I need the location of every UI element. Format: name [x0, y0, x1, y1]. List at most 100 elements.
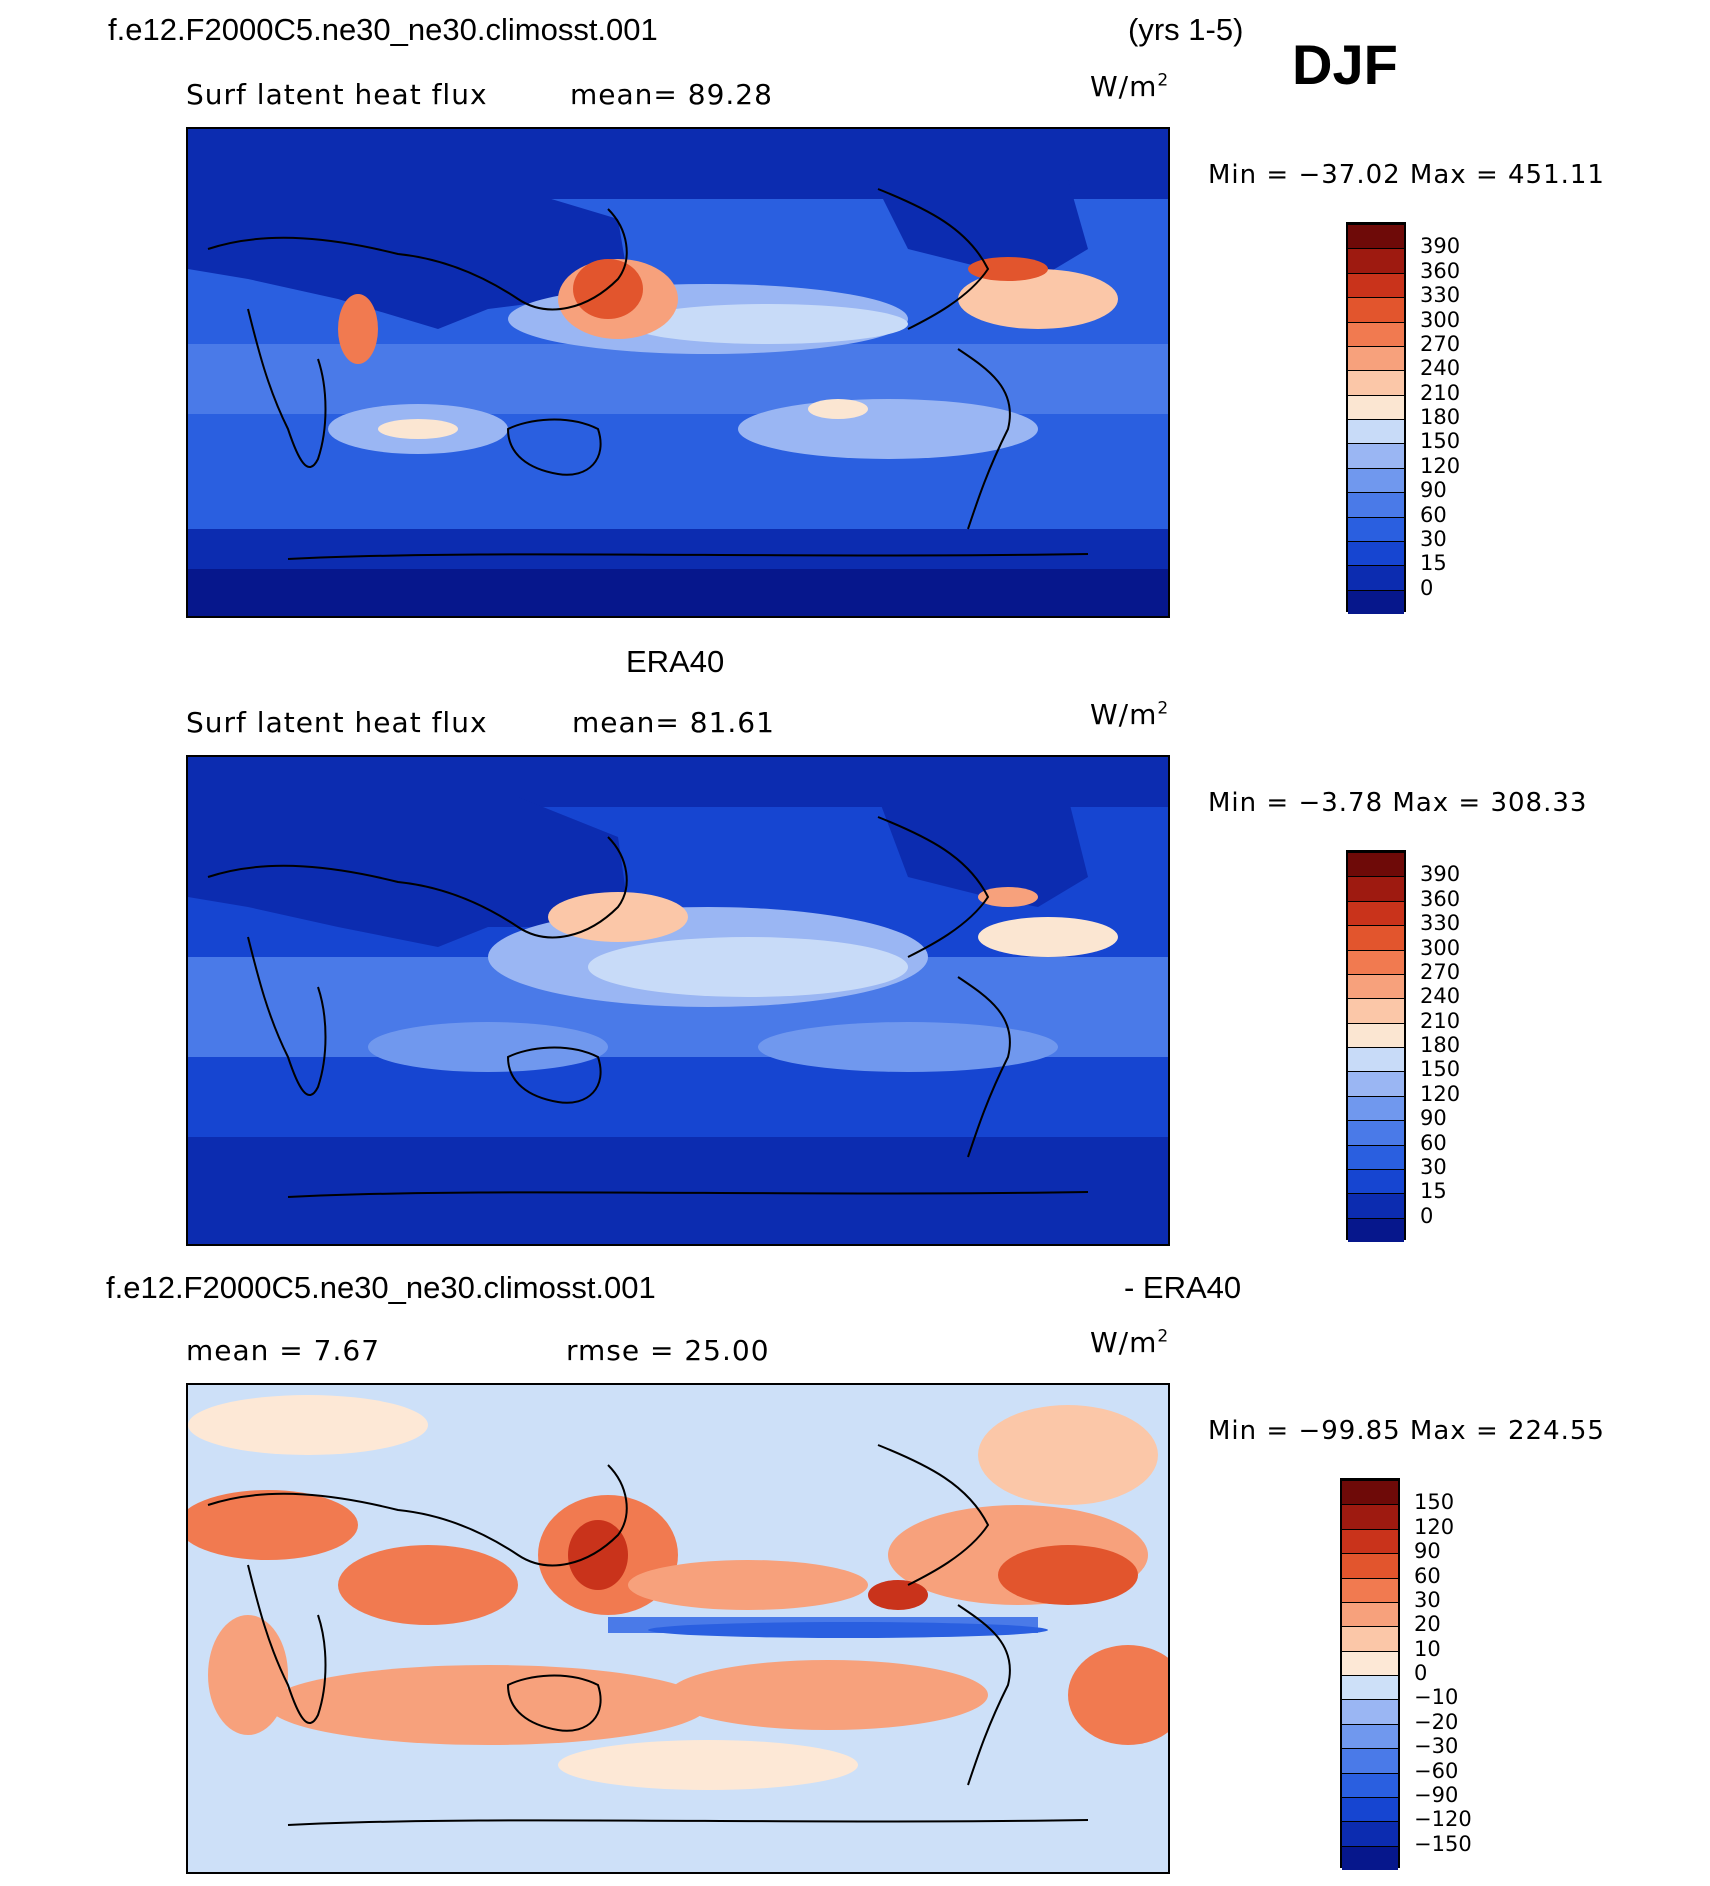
colorbar-box: [1342, 1821, 1398, 1846]
colorbar-tick-label: 20: [1414, 1612, 1441, 1637]
colorbar-box: [1348, 589, 1404, 614]
colorbar-box: [1348, 1193, 1404, 1218]
panel-model-colorbar: [1346, 222, 1406, 614]
colorbar-box: [1348, 949, 1404, 974]
colorbar-box: [1348, 297, 1404, 322]
panel-diff-map: [186, 1383, 1170, 1874]
colorbar-tick-label: 120: [1414, 1514, 1455, 1539]
panel-obs-title: ERA40: [626, 644, 725, 679]
colorbar-tick-label: −30: [1414, 1734, 1459, 1759]
colorbar-tick-label: −10: [1414, 1685, 1459, 1710]
colorbar-box: [1342, 1553, 1398, 1578]
panel-diff-colorbar: [1340, 1478, 1400, 1870]
colorbar-box: [1348, 492, 1404, 517]
colorbar-box: [1348, 1144, 1404, 1169]
colorbar-box: [1342, 1650, 1398, 1675]
panel-diff-title-left: f.e12.F2000C5.ne30_ne30.climosst.001: [106, 1270, 656, 1305]
colorbar-tick-label: 90: [1414, 1539, 1441, 1564]
colorbar-box: [1348, 345, 1404, 371]
season-label: DJF: [1292, 33, 1398, 96]
colorbar-box: [1342, 1845, 1398, 1870]
colorbar-tick-label: 390: [1420, 234, 1461, 259]
colorbar-box: [1348, 565, 1404, 590]
colorbar-box: [1342, 1748, 1398, 1773]
panel-model-minmax: Min = −37.02 Max = 451.11: [1208, 160, 1605, 190]
colorbar-tick-label: 60: [1420, 502, 1447, 527]
colorbar-tick-label: 180: [1420, 1033, 1461, 1057]
colorbar-tick-label: 180: [1420, 405, 1461, 429]
panel-diff-mean: mean = 7.67: [186, 1334, 381, 1367]
panel-obs-mean: mean= 81.61: [572, 706, 775, 739]
panel-obs-map: [186, 755, 1170, 1246]
colorbar-tick-label: 330: [1420, 283, 1461, 308]
panel-diff-units: W/m2: [1090, 1326, 1170, 1359]
panel-model-map: [186, 127, 1170, 618]
colorbar-tick-label: 0: [1420, 1203, 1434, 1228]
colorbar-tick-label: 10: [1414, 1636, 1441, 1661]
colorbar-box: [1348, 272, 1404, 298]
colorbar-tick-label: 360: [1420, 258, 1461, 283]
colorbar-box: [1348, 900, 1404, 926]
colorbar-tick-label: 150: [1414, 1490, 1455, 1515]
panel-diff-minmax: Min = −99.85 Max = 224.55: [1208, 1416, 1605, 1446]
colorbar-tick-label: −150: [1414, 1831, 1472, 1856]
colorbar-box: [1348, 876, 1404, 901]
colorbar-tick-label: −120: [1414, 1807, 1472, 1832]
colorbar-tick-label: −60: [1414, 1758, 1459, 1783]
colorbar-box: [1342, 1723, 1398, 1749]
colorbar-box: [1348, 1071, 1404, 1096]
colorbar-box: [1348, 925, 1404, 950]
colorbar-box: [1348, 248, 1404, 273]
colorbar-tick-label: 15: [1420, 551, 1447, 576]
colorbar-tick-label: 300: [1420, 307, 1461, 332]
colorbar-box: [1348, 1168, 1404, 1194]
colorbar-box: [1348, 1120, 1404, 1145]
colorbar-tick-label: 60: [1414, 1563, 1441, 1588]
colorbar-tick-label: 210: [1420, 1008, 1461, 1033]
panel-obs-colorbar: [1346, 850, 1406, 1242]
panel-obs-minmax: Min = −3.78 Max = 308.33: [1208, 788, 1588, 818]
colorbar-box: [1348, 1047, 1404, 1072]
case-title: f.e12.F2000C5.ne30_ne30.climosst.001: [108, 12, 658, 47]
colorbar-box: [1348, 1217, 1404, 1242]
colorbar-box: [1348, 224, 1404, 249]
colorbar-tick-label: 30: [1414, 1587, 1441, 1612]
colorbar-tick-label: 90: [1420, 1106, 1447, 1131]
panel-model-variable: Surf latent heat flux: [186, 78, 488, 111]
colorbar-box: [1342, 1480, 1398, 1505]
colorbar-tick-label: 390: [1420, 862, 1461, 887]
panel-diff-rmse: rmse = 25.00: [566, 1334, 770, 1367]
colorbar-tick-label: 240: [1420, 356, 1461, 381]
colorbar-tick-label: 90: [1420, 478, 1447, 503]
colorbar-box: [1348, 370, 1404, 395]
colorbar-box: [1348, 394, 1404, 419]
colorbar-tick-label: 270: [1420, 959, 1461, 984]
colorbar-box: [1342, 1528, 1398, 1554]
colorbar-box: [1342, 1626, 1398, 1651]
colorbar-box: [1342, 1577, 1398, 1602]
colorbar-tick-label: 240: [1420, 984, 1461, 1009]
colorbar-tick-label: 300: [1420, 935, 1461, 960]
colorbar-box: [1342, 1796, 1398, 1822]
panel-obs-units: W/m2: [1090, 698, 1170, 731]
colorbar-box: [1348, 540, 1404, 566]
colorbar-box: [1348, 998, 1404, 1023]
colorbar-tick-label: 60: [1420, 1130, 1447, 1155]
colorbar-tick-label: 0: [1420, 575, 1434, 600]
colorbar-tick-label: 0: [1414, 1661, 1428, 1685]
colorbar-box: [1348, 516, 1404, 541]
panel-obs-variable: Surf latent heat flux: [186, 706, 488, 739]
colorbar-tick-label: 150: [1420, 1057, 1461, 1082]
colorbar-tick-label: 270: [1420, 331, 1461, 356]
panel-model-mean: mean= 89.28: [570, 78, 773, 111]
colorbar-tick-label: 360: [1420, 886, 1461, 911]
years-label: (yrs 1-5): [1128, 12, 1244, 47]
colorbar-box: [1342, 1504, 1398, 1529]
colorbar-tick-label: 150: [1420, 429, 1461, 454]
colorbar-tick-label: 330: [1420, 911, 1461, 936]
colorbar-box: [1348, 852, 1404, 877]
colorbar-box: [1348, 443, 1404, 468]
colorbar-box: [1348, 973, 1404, 999]
colorbar-box: [1348, 321, 1404, 346]
colorbar-box: [1348, 1095, 1404, 1121]
